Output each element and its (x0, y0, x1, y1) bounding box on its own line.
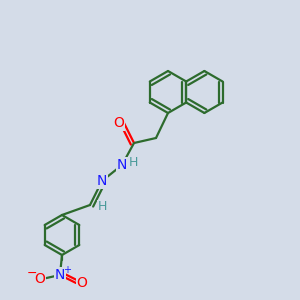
Text: O: O (114, 116, 124, 130)
Text: N: N (55, 268, 65, 282)
Text: O: O (76, 276, 87, 290)
Text: −: − (27, 266, 37, 280)
Text: N: N (117, 158, 127, 172)
Text: O: O (34, 272, 45, 286)
Text: H: H (128, 157, 138, 169)
Text: N: N (97, 174, 107, 188)
Text: H: H (97, 200, 107, 214)
Text: +: + (63, 265, 71, 275)
